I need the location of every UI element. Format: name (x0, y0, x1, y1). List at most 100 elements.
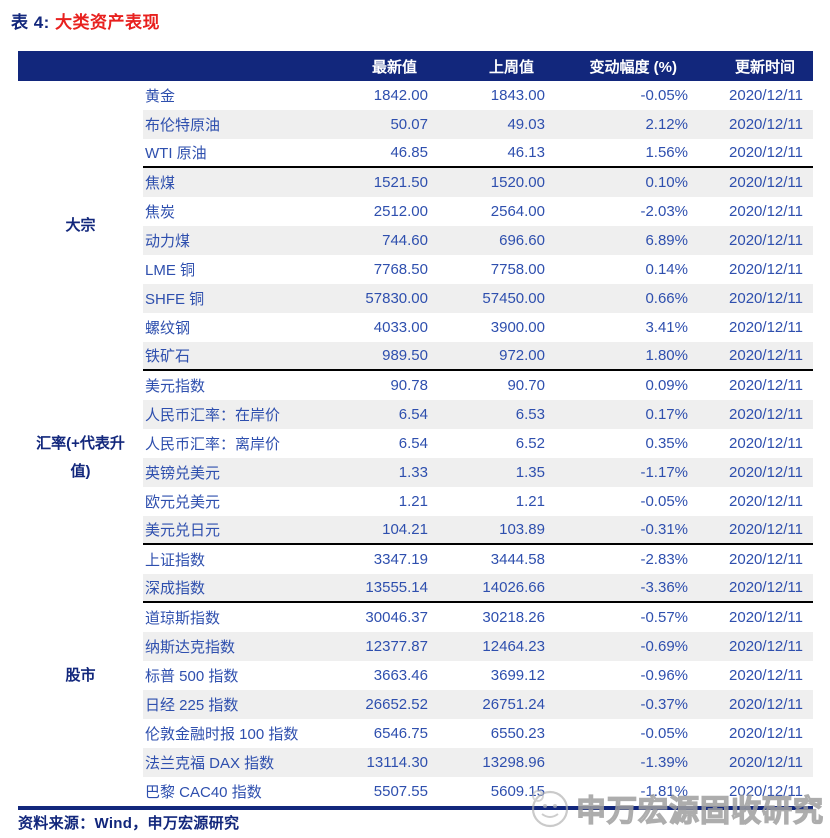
table-row: 日经 225 指数 26652.52 26751.24 -0.37% 2020/12/1… (143, 690, 813, 719)
latest-value: 744.60 (382, 232, 428, 249)
table-row: 美元指数 90.78 90.70 0.09% 2020/12/11 (143, 371, 813, 400)
lastweek-value: 30218.26 (482, 609, 545, 626)
asset-name: 日经 225 指数 (145, 697, 239, 714)
latest-value: 1842.00 (373, 87, 428, 104)
lastweek-value: 1.21 (515, 493, 545, 510)
category-label: 股市 (65, 666, 96, 684)
asset-name: 英镑兑美元 (145, 465, 221, 482)
latest-value: 1.21 (398, 493, 428, 510)
change-pct: -0.31% (640, 521, 688, 538)
change-pct: 0.09% (645, 377, 688, 394)
asset-name: 铁矿石 (145, 348, 191, 365)
lastweek-value: 49.03 (507, 116, 545, 133)
table-title: 表 4: 大类资产表现 (11, 8, 160, 33)
table-row: 螺纹钢 4033.00 3900.00 3.41% 2020/12/11 (143, 313, 813, 342)
latest-value: 989.50 (382, 347, 428, 364)
change-pct: 3.41% (645, 319, 688, 336)
lastweek-value: 696.60 (499, 232, 545, 249)
asset-name: 上证指数 (145, 552, 206, 569)
change-pct: 0.10% (645, 174, 688, 191)
update-date: 2020/12/11 (729, 493, 803, 510)
table-row: WTI 原油 46.85 46.13 1.56% 2020/12/11 (143, 139, 813, 168)
asset-name: 欧元兑美元 (145, 494, 221, 511)
lastweek-value: 14026.66 (482, 579, 545, 596)
asset-name: LME 铜 (145, 262, 196, 279)
table-row: 英镑兑美元 1.33 1.35 -1.17% 2020/12/11 (143, 458, 813, 487)
latest-value: 2512.00 (373, 203, 428, 220)
lastweek-value: 6.52 (515, 435, 545, 452)
update-date: 2020/12/11 (729, 551, 803, 568)
change-pct: -1.17% (640, 464, 688, 481)
table-row: 布伦特原油 50.07 49.03 2.12% 2020/12/11 (143, 110, 813, 139)
update-date: 2020/12/11 (729, 667, 803, 684)
latest-value: 57830.00 (365, 290, 428, 307)
table-row: 黄金 1842.00 1843.00 -0.05% 2020/12/11 (143, 81, 813, 110)
update-date: 2020/12/11 (729, 609, 803, 626)
header-change-pct: 变动幅度 (%) (589, 58, 678, 76)
lastweek-value: 7758.00 (490, 261, 545, 278)
lastweek-value: 12464.23 (482, 638, 545, 655)
asset-name: 焦煤 (145, 175, 176, 192)
asset-name: 法兰克福 DAX 指数 (145, 755, 275, 772)
lastweek-value: 3699.12 (490, 667, 545, 684)
table-row: SHFE 铜 57830.00 57450.00 0.66% 2020/12/11 (143, 284, 813, 313)
latest-value: 6.54 (398, 435, 428, 452)
change-pct: 6.89% (645, 232, 688, 249)
change-pct: 2.12% (645, 116, 688, 133)
latest-value: 3347.19 (373, 551, 428, 568)
latest-value: 50.07 (390, 116, 428, 133)
asset-name: 人民币汇率：在岸价 (145, 407, 281, 424)
latest-value: 13555.14 (365, 579, 428, 596)
latest-value: 12377.87 (365, 638, 428, 655)
asset-name: 标普 500 指数 (145, 668, 239, 685)
asset-name: 焦炭 (145, 204, 176, 221)
change-pct: -1.81% (640, 783, 688, 800)
update-date: 2020/12/11 (729, 377, 803, 394)
update-date: 2020/12/11 (729, 144, 803, 161)
latest-value: 30046.37 (365, 609, 428, 626)
update-date: 2020/12/11 (729, 347, 803, 364)
change-pct: -2.83% (640, 551, 688, 568)
table-row: 欧元兑美元 1.21 1.21 -0.05% 2020/12/11 (143, 487, 813, 516)
update-date: 2020/12/11 (729, 725, 803, 742)
lastweek-value: 26751.24 (482, 696, 545, 713)
change-pct: -0.37% (640, 696, 688, 713)
table-title-name: 大类资产表现 (55, 13, 161, 32)
update-date: 2020/12/11 (729, 116, 803, 133)
header-update-time: 更新时间 (734, 58, 795, 76)
update-date: 2020/12/11 (729, 521, 803, 538)
change-pct: -1.39% (640, 754, 688, 771)
lastweek-value: 972.00 (499, 347, 545, 364)
change-pct: -0.96% (640, 667, 688, 684)
data-rows: 黄金 1842.00 1843.00 -0.05% 2020/12/11 布伦特原油 50.… (143, 81, 813, 806)
table-row: 巴黎 CAC40 指数 5507.55 5609.15 -1.81% 2020/12/1… (143, 777, 813, 806)
latest-value: 46.85 (390, 144, 428, 161)
lastweek-value: 3900.00 (490, 319, 545, 336)
table-bottom-border (18, 806, 813, 810)
update-date: 2020/12/11 (729, 783, 803, 800)
table-row: 伦敦金融时报 100 指数 6546.75 6550.23 -0.05% 2020/12… (143, 719, 813, 748)
asset-name: 黄金 (145, 88, 176, 105)
asset-name: 美元指数 (145, 378, 206, 395)
table-row: 法兰克福 DAX 指数 13114.30 13298.96 -1.39% 2020/12… (143, 748, 813, 777)
table-row: 人民币汇率：在岸价 6.54 6.53 0.17% 2020/12/11 (143, 400, 813, 429)
lastweek-value: 13298.96 (482, 754, 545, 771)
asset-name: 动力煤 (145, 233, 191, 250)
lastweek-value: 46.13 (507, 144, 545, 161)
update-date: 2020/12/11 (729, 464, 803, 481)
update-date: 2020/12/11 (729, 87, 803, 104)
latest-value: 104.21 (382, 521, 428, 538)
lastweek-value: 5609.15 (490, 783, 545, 800)
source-note: 资料来源：Wind，申万宏源研究 (18, 815, 240, 832)
update-date: 2020/12/11 (729, 579, 803, 596)
update-date: 2020/12/11 (729, 290, 803, 307)
asset-name: 巴黎 CAC40 指数 (145, 784, 262, 801)
asset-name: 深成指数 (145, 580, 206, 597)
update-date: 2020/12/11 (729, 174, 803, 191)
asset-name: 布伦特原油 (145, 117, 221, 134)
update-date: 2020/12/11 (729, 232, 803, 249)
change-pct: -0.69% (640, 638, 688, 655)
asset-name: 纳斯达克指数 (145, 639, 236, 656)
lastweek-value: 2564.00 (490, 203, 545, 220)
lastweek-value: 6.53 (515, 406, 545, 423)
